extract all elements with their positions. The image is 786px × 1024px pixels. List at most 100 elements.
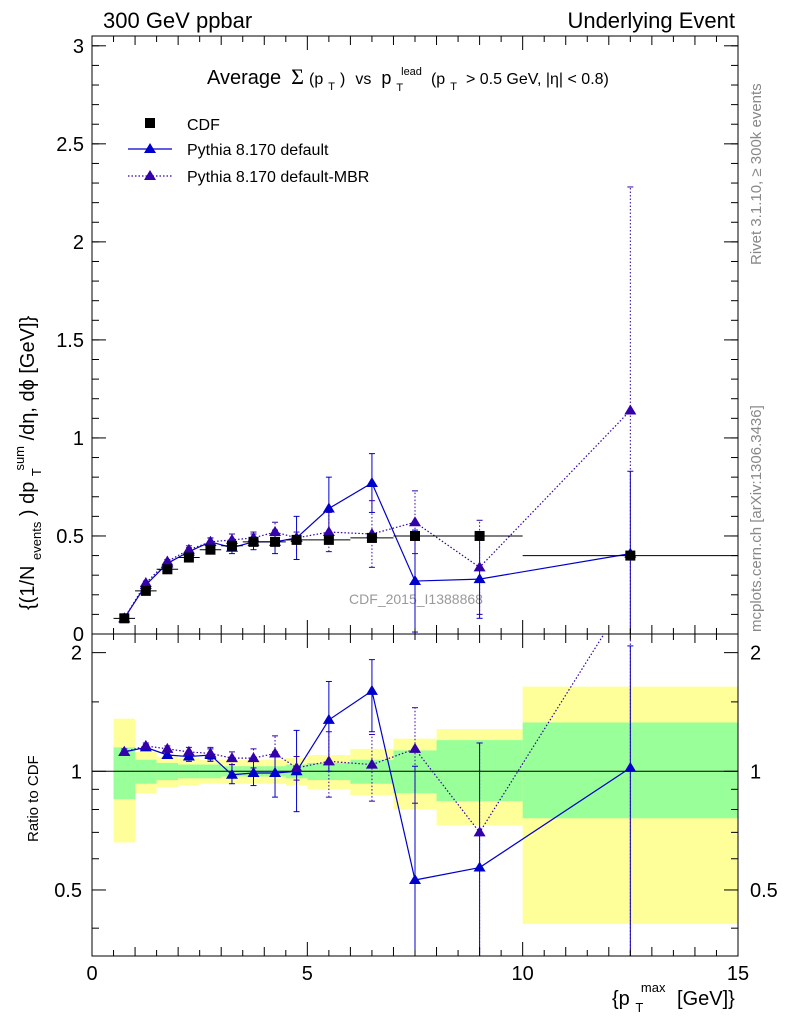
legend-marker-default [144, 143, 156, 153]
xtick-label: 15 [727, 963, 749, 985]
marker-mbr [139, 577, 152, 588]
main-ytick-label: 0 [73, 624, 84, 646]
ratio-marker-mbr [290, 761, 303, 772]
title-p-sub: T [396, 82, 403, 94]
ratio-marker-mbr [365, 758, 378, 769]
marker-default [473, 573, 486, 584]
marker-mbr [473, 561, 486, 572]
legend: CDF Pythia 8.170 default Pythia 8.170 de… [128, 117, 369, 186]
series-line-mbr [123, 410, 631, 619]
ratio-ytick-label-left: 0.5 [54, 880, 82, 902]
ratio-ytick-label-left: 1 [71, 761, 82, 783]
ylabel-close: ) dp [17, 482, 39, 516]
ratio-marker-mbr [225, 752, 238, 763]
marker-mbr [182, 543, 195, 554]
main-ytick-label: 1.5 [56, 330, 84, 352]
title-pt-sub: T [328, 81, 335, 93]
analysis-watermark: CDF_2015_I1388868 [349, 591, 483, 607]
marker-cdf [119, 613, 130, 624]
main-ytick-label: 2 [73, 232, 84, 254]
ylabel-dp-sup: sum [12, 446, 27, 471]
marker-mbr [624, 404, 637, 415]
marker-cdf [205, 544, 216, 555]
marker-cdf [248, 536, 259, 547]
marker-mbr [161, 555, 174, 566]
header-left: 300 GeV ppbar [103, 8, 252, 33]
ratio-ytick-label-right: 2 [750, 643, 761, 665]
title-pt-close: ) [340, 71, 345, 88]
marker-cdf [162, 564, 173, 575]
mcplots-label: mcplots.cern.ch [arXiv:1306.3436] [748, 405, 765, 632]
marker-cdf [366, 532, 377, 543]
ratio-uncertainty-bands [113, 686, 738, 924]
ratio-series-layer [118, 634, 637, 956]
ratio-marker-default [473, 861, 486, 872]
x-axis-label: {p T max [GeV]} [612, 975, 735, 1017]
ylabel-rest: /dη, dϕ [GeV]} [17, 315, 39, 440]
legend-label-cdf: CDF [187, 117, 220, 134]
ratio-marker-default [322, 713, 335, 724]
title-lead: Average [207, 67, 281, 89]
ratio-marker-default [161, 748, 174, 759]
ratio-ytick-label-left: 2 [71, 643, 82, 665]
title-sigma: Σ [291, 64, 304, 89]
ylabel-dp-sub: T [29, 468, 44, 476]
ylabel-open: {(1/N [17, 566, 39, 610]
ratio-marker-default [247, 767, 260, 778]
ylabel-n-sub: events [29, 521, 44, 560]
main-ytick-label: 0.5 [56, 526, 84, 548]
ratio-marker-default [365, 684, 378, 695]
marker-default [409, 575, 421, 586]
xlabel-rest: [GeV]} [677, 988, 735, 1010]
ratio-marker-mbr [161, 742, 174, 753]
main-series-layer [113, 186, 738, 634]
ratio-marker-mbr [247, 752, 260, 763]
marker-cdf [410, 530, 420, 541]
rivet-label: Rivet 3.1.10, ≥ 300k events [748, 83, 765, 265]
main-ytick-label: 2.5 [56, 134, 84, 156]
marker-cdf [625, 550, 636, 561]
marker-default [365, 477, 378, 488]
xtick-label: 5 [302, 963, 313, 985]
main-ytick-label: 1 [73, 428, 84, 450]
ratio-marker-mbr [269, 747, 282, 758]
marker-cdf [323, 534, 334, 545]
ratio-frame [91, 633, 739, 957]
ratio-ylabel: Ratio to CDF [25, 755, 42, 842]
main-title: Average Σ (p T ) vs p T lead (p T > 0.5 … [207, 59, 609, 95]
xtick-label: 10 [512, 963, 534, 985]
title-cut-rest: > 0.5 GeV, |η| < 0.8) [466, 71, 609, 88]
title-p-sup: lead [401, 66, 422, 78]
ratio-marker-default [624, 761, 637, 772]
ratio-marker-mbr [182, 745, 195, 756]
xlabel-open: {p [612, 988, 630, 1010]
marker-cdf [474, 530, 485, 541]
header-right: Underlying Event [567, 8, 735, 33]
marker-cdf [291, 534, 302, 545]
marker-cdf [183, 552, 194, 563]
xlabel-sub: T [635, 1000, 643, 1015]
ratio-marker-mbr [473, 826, 486, 837]
marker-mbr [269, 526, 282, 537]
ratio-marker-mbr [322, 755, 335, 766]
ratio-marker-default [269, 767, 282, 778]
title-cut-sub: T [450, 81, 457, 93]
marker-mbr [409, 516, 421, 527]
xtick-label: 0 [86, 963, 97, 985]
ratio-marker-mbr [204, 747, 217, 758]
legend-marker-mbr [144, 170, 156, 180]
band-inner-0 [113, 747, 136, 800]
legend-label-mbr: Pythia 8.170 default-MBR [187, 169, 369, 186]
main-ytick-label: 3 [73, 36, 84, 58]
ratio-marker-mbr [118, 745, 131, 756]
marker-mbr [322, 526, 335, 537]
ratio-ytick-label-right: 1 [750, 761, 761, 783]
marker-default [322, 502, 335, 513]
legend-label-default: Pythia 8.170 default [187, 142, 329, 159]
title-vs: vs [355, 71, 371, 88]
ratio-marker-mbr [139, 739, 152, 750]
marker-cdf [226, 540, 237, 551]
ratio-ytick-label-right: 0.5 [750, 880, 778, 902]
main-ylabel: {(1/N events ) dp T sum /dη, dϕ [GeV]} [7, 315, 46, 610]
